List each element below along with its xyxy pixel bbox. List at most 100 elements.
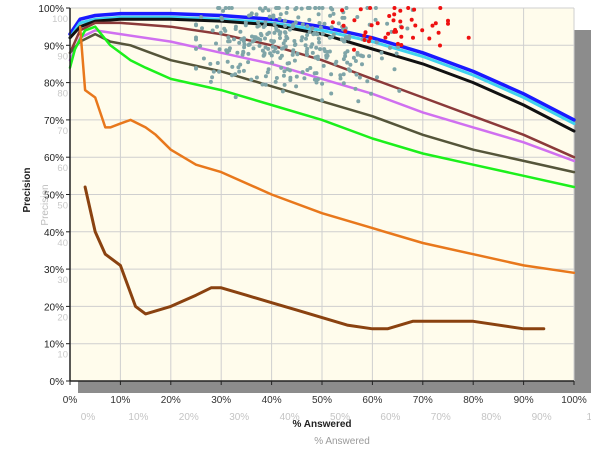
scatter-point [331,32,336,37]
ghost-x-tick-label: 10 [586,412,591,423]
scatter-point [355,15,360,19]
scatter-point [392,67,397,72]
scatter-point [260,8,265,13]
y-tick-label: 10% [44,340,64,351]
ghost-y-tick-label: 40 [57,238,68,249]
scatter-point [242,45,247,50]
scatter-point [345,49,350,54]
x-tick-label: 0% [63,395,78,406]
scatter-point [293,20,298,25]
scatter-point [320,81,325,86]
x-tick-label: 70% [413,395,433,406]
scatter-point [352,18,357,23]
ghost-x-tick-label: 50% [330,412,350,423]
scatter-point [359,53,364,58]
scatter-point [343,29,348,34]
scatter-point [260,82,265,87]
scatter-point [283,44,288,49]
scatter-point [281,73,286,78]
scatter-point [274,76,279,80]
scatter-point [383,35,388,40]
scatter-point [352,47,356,52]
scatter-point [275,6,280,10]
scatter-point [265,70,270,75]
gridlines [69,7,575,382]
ghost-x-tick-label: 40% [280,412,300,423]
scatter-point [265,32,270,37]
scatter-point [226,35,231,40]
scatter-point [314,45,319,50]
scatter-point [293,7,298,12]
scatter-point [242,36,246,41]
scatter-point [307,17,312,22]
scatter-point [201,56,206,61]
scatter-point [263,20,268,25]
scatter-point [238,62,243,67]
scatter-point [241,39,246,44]
scatter-point [218,30,223,35]
scatter-point [210,28,215,33]
scatter-point [317,40,322,45]
ghost-x-axis-title: % Answered [314,436,370,447]
scatter-point [311,32,316,37]
y-tick-label: 80% [44,79,64,90]
scatter-point [427,36,432,41]
x-tick-label: 20% [161,395,181,406]
scatter-point [232,37,236,42]
scatter-point [270,44,275,49]
scatter-point [305,24,310,29]
scatter-point [316,36,321,41]
scatter-point [399,34,404,39]
scatter-point [237,69,242,74]
scatter-point [305,46,310,51]
scatter-point [305,68,310,72]
x-tick-label: 30% [211,395,231,406]
scatter-point [385,21,390,26]
series-line-green [68,25,576,189]
scatter-point [279,53,284,58]
scatter-point [299,6,304,11]
scatter-point [320,98,324,103]
scatter-point [194,23,198,28]
scatter-point [282,69,287,74]
scatter-point [344,6,349,10]
y-tick-label: 50% [44,191,64,202]
scatter-point [270,60,275,65]
scatter-point [238,29,243,34]
scatter-point [285,67,290,72]
scatter-point [344,35,349,40]
scatter-point [283,18,287,23]
scatter-point [283,30,287,35]
scatter-point [307,30,312,34]
scatter-point [360,62,364,67]
scatter-point [221,8,226,13]
scatter-point [330,7,335,12]
scatter-point [345,60,350,65]
ghost-y-tick-label: 80 [57,89,68,100]
y-tick-label: 0% [50,377,65,388]
scatter-point [436,30,441,35]
scatter-point [328,13,333,18]
scatter-point [277,16,282,21]
scatter-point [299,38,304,43]
scatter-point [329,91,334,96]
x-tick-label: 40% [262,395,282,406]
scatter-point [348,68,352,73]
scatter-point [208,61,213,66]
scatter-point [348,62,353,67]
scatter-point [341,81,346,86]
scatter-point [438,43,442,48]
scatter-point [399,43,404,47]
scatter-point [300,70,305,75]
scatter-point [373,17,378,22]
scatter-point [252,38,257,42]
series-line-black [68,17,576,133]
scatter-point [271,15,276,20]
scatter-point [323,49,328,54]
scatter-point [296,15,301,20]
scatter-point [235,50,240,55]
scatter-point [411,35,415,40]
scatter-point [338,76,343,81]
y-tick-label: 30% [44,265,64,276]
